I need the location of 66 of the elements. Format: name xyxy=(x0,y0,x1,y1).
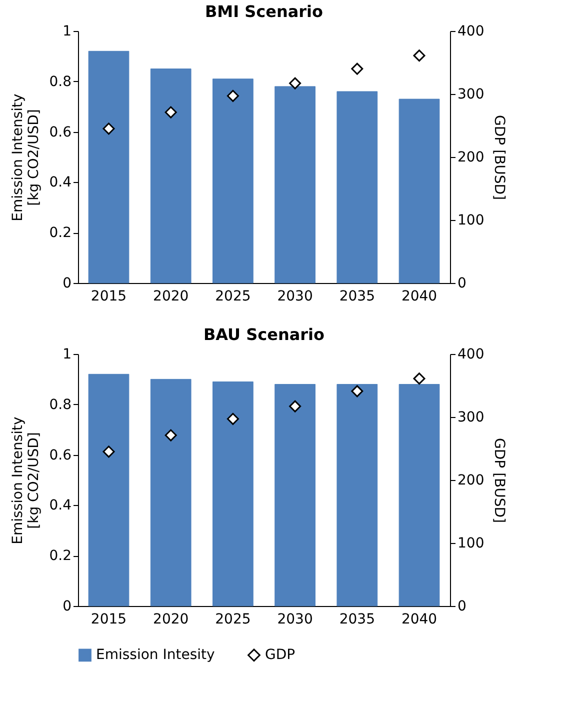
bar xyxy=(336,91,378,284)
y-tick-label: 0.2 xyxy=(49,225,72,242)
bar xyxy=(150,378,192,606)
y-tick-label: 0 xyxy=(62,598,72,614)
y-tick-label: 0.6 xyxy=(49,447,72,464)
bar xyxy=(274,384,316,606)
bar xyxy=(274,86,316,284)
point xyxy=(289,400,302,412)
y2-tick-label: 200 xyxy=(458,150,484,166)
y-tick-label: 0.4 xyxy=(49,498,72,514)
y-axis-title: Emission Intensity [kg CO2/USD] xyxy=(10,94,42,222)
y2-tick-label: 100 xyxy=(458,536,484,552)
y2-tick-label: 300 xyxy=(458,86,484,102)
chart-title: BMI Scenario xyxy=(204,2,324,21)
point xyxy=(289,77,302,90)
point xyxy=(413,372,426,385)
point xyxy=(102,446,115,458)
y-tick-label: 0.2 xyxy=(49,548,72,564)
point xyxy=(413,50,426,62)
x-tick-label: 2030 xyxy=(277,612,313,628)
y-tick-label: 1 xyxy=(62,24,72,40)
y2-axis-title: GDP [BUSD] xyxy=(491,438,508,523)
y-axis-title: Emission Intensity [kg CO2/USD] xyxy=(10,416,42,544)
bar xyxy=(88,374,130,606)
bar xyxy=(398,384,440,606)
y2-tick-label: 300 xyxy=(458,410,484,426)
x-tick-label: 2020 xyxy=(153,288,189,304)
point xyxy=(226,90,239,102)
point xyxy=(351,385,364,398)
bar xyxy=(336,384,378,606)
legend-label: Emission Intesity xyxy=(96,647,215,664)
x-tick-label: 2020 xyxy=(153,612,189,628)
point xyxy=(351,62,364,75)
point xyxy=(102,122,115,135)
y-tick-label: 0 xyxy=(62,276,72,292)
bar xyxy=(150,68,192,284)
x-tick-label: 2025 xyxy=(215,612,251,628)
x-tick-label: 2035 xyxy=(339,612,375,628)
x-tick-label: 2040 xyxy=(401,612,438,628)
y-tick-label: 0.4 xyxy=(49,174,72,191)
x-tick-label: 2040 xyxy=(401,288,438,304)
y-tick-label: 0.8 xyxy=(49,396,72,413)
bar xyxy=(88,50,130,284)
y2-tick-label: 200 xyxy=(458,472,484,488)
legend-label: GDP xyxy=(265,647,296,664)
y2-tick-label: 100 xyxy=(458,212,484,228)
y2-tick-label: 400 xyxy=(458,24,484,40)
bar xyxy=(398,98,440,284)
y2-tick-label: 0 xyxy=(458,276,466,292)
point xyxy=(164,429,177,442)
x-tick-label: 2015 xyxy=(90,288,127,304)
y-tick-label: 0.8 xyxy=(49,74,72,90)
y-tick-label: 0.6 xyxy=(49,124,72,140)
x-tick-label: 2015 xyxy=(90,612,127,628)
y2-axis-title: GDP [BUSD] xyxy=(491,115,508,200)
y-tick-label: 1 xyxy=(62,346,72,362)
chart-title: BAU Scenario xyxy=(203,325,325,344)
y2-tick-label: 0 xyxy=(458,598,466,614)
bar xyxy=(212,381,254,606)
y2-tick-label: 400 xyxy=(458,346,484,362)
point xyxy=(226,412,239,425)
x-tick-label: 2030 xyxy=(277,288,313,304)
x-tick-label: 2025 xyxy=(215,288,251,304)
bar xyxy=(212,78,254,284)
point xyxy=(164,106,177,118)
x-tick-label: 2035 xyxy=(339,288,375,304)
